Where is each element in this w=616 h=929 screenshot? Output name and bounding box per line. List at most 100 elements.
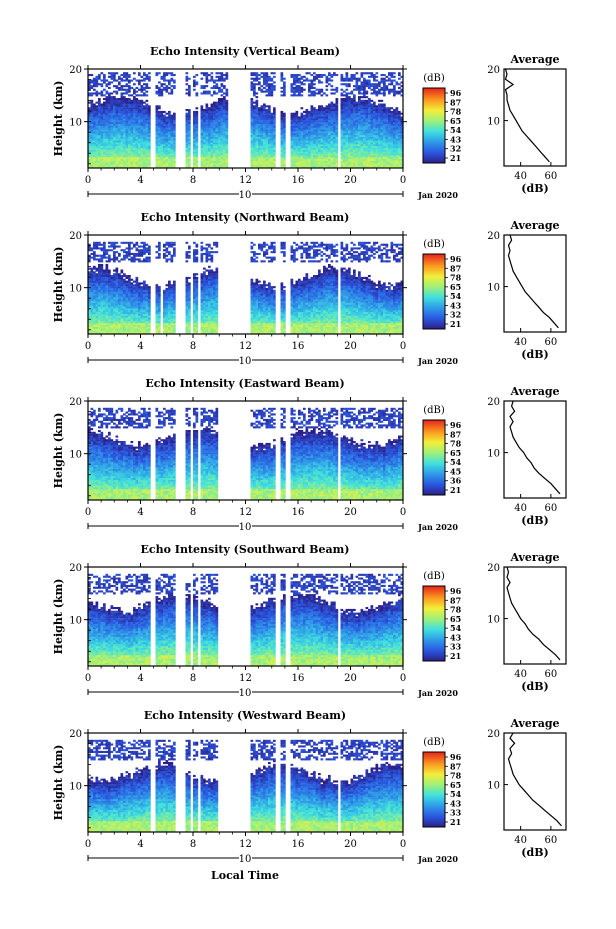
heatmap-cell: [155, 107, 159, 110]
heatmap-cell: [93, 247, 96, 250]
heatmap-cell: [115, 120, 119, 123]
heatmap-cell: [393, 112, 396, 115]
heatmap-cell: [253, 79, 256, 82]
heatmap-cell: [188, 123, 191, 126]
heatmap-cell: [390, 162, 394, 165]
heatmap-cell: [110, 286, 114, 289]
heatmap-cell: [355, 164, 359, 167]
heatmap-cell: [363, 118, 366, 121]
heatmap-cell: [383, 121, 386, 124]
heatmap-cell: [383, 145, 386, 148]
heatmap-cell: [325, 136, 329, 139]
heatmap-cell: [313, 131, 316, 134]
heatmap-cell: [93, 330, 96, 333]
heatmap-cell: [375, 112, 379, 115]
heatmap-cell: [168, 136, 171, 139]
heatmap-cell: [135, 134, 139, 137]
heatmap-cell: [300, 138, 304, 141]
heatmap-cell: [273, 138, 276, 141]
heatmap-cell: [258, 127, 261, 130]
heatmap-cell: [263, 151, 266, 154]
heatmap-cell: [140, 151, 144, 154]
heatmap-cell: [108, 317, 111, 320]
heatmap-cell: [205, 133, 209, 136]
heatmap-cell: [383, 112, 386, 115]
heatmap-cell: [158, 105, 161, 108]
heatmap-cell: [310, 158, 314, 161]
heatmap-cell: [250, 103, 254, 106]
heatmap-cell: [323, 123, 326, 126]
heatmap-cell: [313, 145, 316, 148]
heatmap-cell: [333, 151, 336, 154]
heatmap-cell: [173, 162, 176, 165]
heatmap-cell: [208, 142, 211, 145]
heatmap-cell: [90, 275, 94, 278]
heatmap-cell: [90, 311, 94, 314]
heatmap-cell: [223, 110, 226, 113]
heatmap-cell: [335, 101, 339, 104]
heatmap-cell: [193, 121, 196, 124]
heatmap-cell: [398, 118, 401, 121]
heatmap-cell: [263, 103, 266, 106]
heatmap-cell: [108, 160, 111, 163]
heatmap-cell: [295, 166, 299, 169]
heatmap-cell: [293, 166, 296, 169]
heatmap-cell: [103, 278, 106, 281]
heatmap-cell: [113, 317, 116, 320]
heatmap-cell: [378, 127, 381, 130]
heatmap-cell: [373, 118, 376, 121]
heatmap-cell: [330, 103, 334, 106]
heatmap-cell: [368, 101, 371, 104]
heatmap-cell: [373, 166, 376, 169]
heatmap-cell: [138, 110, 141, 113]
heatmap-cell: [195, 120, 199, 123]
heatmap-cell: [123, 134, 126, 137]
heatmap-cell: [263, 118, 266, 121]
heatmap-cell: [223, 155, 226, 158]
heatmap-cell: [273, 134, 276, 137]
heatmap-cell: [143, 129, 146, 132]
heatmap-cell: [345, 103, 349, 106]
heatmap-cell: [168, 120, 171, 123]
heatmap-cell: [225, 131, 229, 134]
heatmap-cell: [95, 275, 99, 278]
heatmap-cell: [215, 120, 219, 123]
heatmap-cell: [100, 92, 104, 95]
heatmap-cell: [210, 156, 214, 159]
heatmap-cell: [108, 101, 111, 104]
heatmap-cell: [380, 149, 384, 152]
heatmap-cell: [330, 118, 334, 121]
heatmap-cell: [290, 156, 294, 159]
heatmap-cell: [125, 85, 129, 88]
heatmap-cell: [145, 133, 149, 136]
heatmap-cell: [158, 121, 161, 124]
heatmap-cell: [328, 144, 331, 147]
heatmap-cell: [378, 153, 381, 156]
heatmap-cell: [95, 310, 99, 313]
heatmap-cell: [398, 92, 401, 95]
heatmap-cell: [113, 256, 116, 259]
heatmap-cell: [335, 129, 339, 132]
heatmap-cell: [200, 166, 204, 169]
heatmap-cell: [300, 158, 304, 161]
heatmap-cell: [173, 127, 176, 130]
heatmap-cell: [273, 72, 276, 75]
heatmap-cell: [355, 145, 359, 148]
heatmap-cell: [393, 129, 396, 132]
heatmap-cell: [223, 107, 226, 110]
heatmap-cell: [305, 116, 309, 119]
heatmap-cell: [103, 302, 106, 305]
heatmap-cell: [323, 110, 326, 113]
heatmap-cell: [93, 295, 96, 298]
heatmap-cell: [188, 133, 191, 136]
heatmap-cell: [95, 147, 99, 150]
heatmap-cell: [103, 293, 106, 296]
heatmap-cell: [340, 88, 344, 91]
heatmap-cell: [135, 103, 139, 106]
heatmap-cell: [135, 131, 139, 134]
heatmap-cell: [268, 136, 271, 139]
heatmap-cell: [310, 121, 314, 124]
heatmap-cell: [125, 125, 129, 128]
heatmap-cell: [165, 129, 169, 132]
heatmap-cell: [120, 332, 124, 335]
